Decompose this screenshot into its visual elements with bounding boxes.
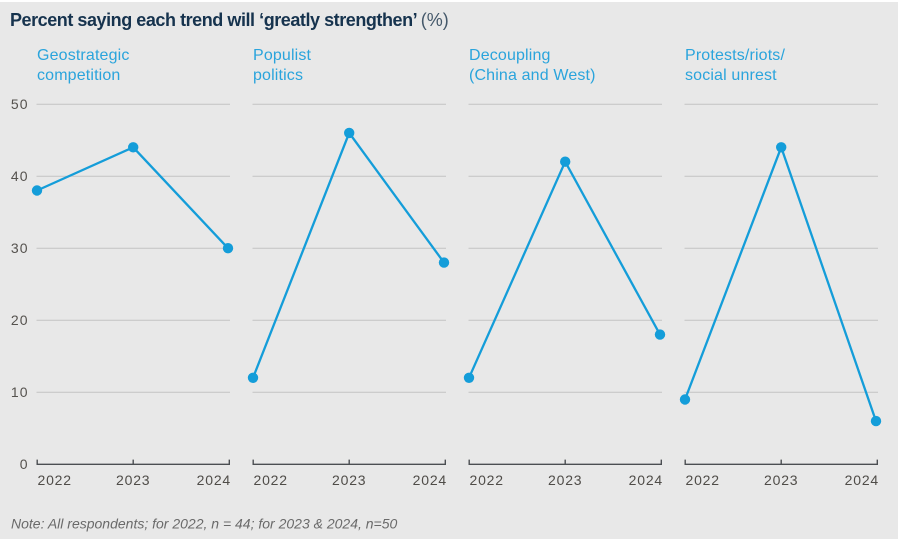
svg-text:Decoupling: Decoupling [469, 47, 551, 64]
svg-text:20: 20 [11, 312, 29, 328]
svg-text:0: 0 [20, 456, 29, 472]
svg-text:Geostrategic: Geostrategic [37, 47, 130, 64]
svg-text:2023: 2023 [764, 472, 798, 488]
svg-text:social unrest: social unrest [685, 67, 777, 84]
svg-text:politics: politics [253, 67, 303, 84]
svg-text:Populist: Populist [253, 47, 312, 64]
svg-text:2024: 2024 [413, 472, 447, 488]
svg-text:2024: 2024 [629, 472, 663, 488]
svg-text:2023: 2023 [116, 472, 150, 488]
svg-text:2022: 2022 [686, 472, 720, 488]
svg-text:2022: 2022 [470, 472, 504, 488]
svg-text:competition: competition [37, 67, 120, 84]
svg-text:10: 10 [11, 384, 29, 400]
svg-text:Protests/riots/: Protests/riots/ [685, 47, 785, 64]
svg-text:2022: 2022 [38, 472, 72, 488]
svg-text:2024: 2024 [845, 472, 879, 488]
svg-text:2023: 2023 [548, 472, 582, 488]
svg-text:2024: 2024 [197, 472, 231, 488]
svg-text:2023: 2023 [332, 472, 366, 488]
svg-text:Percent saying each trend will: Percent saying each trend will ‘greatly … [10, 10, 449, 30]
svg-text:Note: All respondents; for 202: Note: All respondents; for 2022, n = 44;… [11, 516, 398, 532]
svg-text:(China and West): (China and West) [469, 67, 596, 84]
svg-text:40: 40 [11, 168, 29, 184]
svg-text:2022: 2022 [254, 472, 288, 488]
svg-text:50: 50 [11, 96, 29, 112]
svg-text:30: 30 [11, 240, 29, 256]
